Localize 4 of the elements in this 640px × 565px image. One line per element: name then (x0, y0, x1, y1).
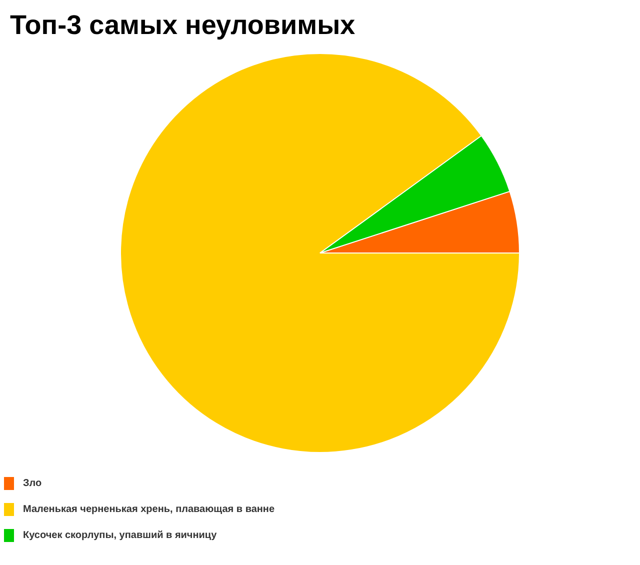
chart-title: Топ-3 самых неуловимых (10, 10, 356, 41)
legend-label: Кусочек скорлупы, упавший в яичницу (23, 530, 217, 540)
legend-label: Зло (23, 478, 42, 488)
legend-label: Маленькая черненькая хрень, плавающая в ванне (23, 504, 275, 514)
